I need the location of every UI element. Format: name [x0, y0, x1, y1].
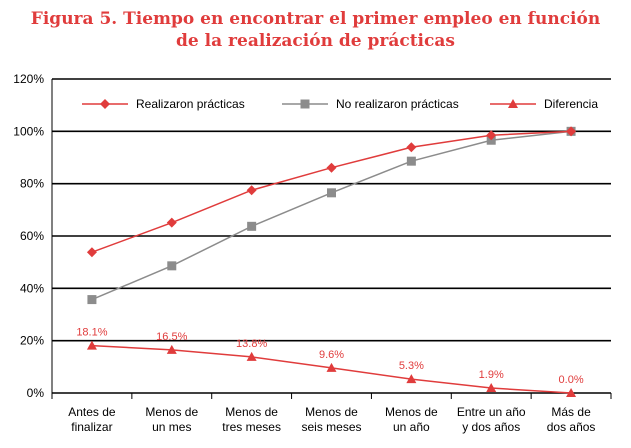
data-point	[486, 130, 497, 141]
y-tick-label: 80%	[20, 177, 44, 191]
legend-marker	[100, 99, 110, 109]
x-tick-label: Más de dos años	[547, 405, 596, 434]
legend-label: Realizaron prácticas	[136, 97, 245, 111]
data-label: 9.6%	[319, 349, 344, 361]
data-point	[486, 383, 497, 393]
data-label: 0.0%	[559, 374, 584, 386]
legend-marker	[508, 99, 518, 108]
legend-label: No realizaron prácticas	[336, 97, 459, 111]
y-tick-label: 0%	[27, 386, 45, 400]
data-point	[327, 188, 336, 198]
y-tick-label: 100%	[13, 124, 44, 138]
data-label: 18.1%	[76, 327, 107, 339]
data-point	[566, 388, 577, 397]
x-tick-label: Menos de un año	[385, 405, 438, 434]
series-line	[91, 130, 572, 301]
chart-title-line-2: de la realización de prácticas	[176, 31, 455, 51]
data-point	[87, 295, 97, 305]
data-label: 13.8%	[236, 338, 267, 350]
data-point	[246, 185, 257, 196]
data-point	[566, 126, 577, 137]
data-point	[406, 374, 417, 384]
data-label: 1.9%	[479, 369, 504, 381]
chart-title-line-1: Figura 5. Tiempo en encontrar el primer …	[30, 9, 601, 29]
chart-title: Figura 5. Tiempo en encontrar el primer …	[0, 8, 631, 52]
data-point	[406, 156, 416, 166]
x-tick-label: Antes de finalizar	[68, 405, 116, 434]
x-tick-label: Menos de tres meses	[222, 405, 281, 434]
legend-marker	[300, 99, 310, 109]
y-tick-label: 60%	[20, 229, 44, 243]
y-tick-label: 40%	[20, 281, 44, 295]
x-tick-label: Menos de un mes	[145, 405, 198, 434]
data-point	[166, 344, 177, 354]
data-point	[326, 362, 337, 372]
data-point	[86, 340, 97, 350]
legend-label: Diferencia	[544, 97, 598, 111]
data-label: 5.3%	[399, 360, 424, 372]
y-tick-label: 120%	[13, 72, 44, 86]
data-label: 16.5%	[156, 331, 187, 343]
data-point	[166, 217, 177, 228]
data-point	[246, 351, 257, 361]
data-point	[326, 162, 337, 173]
data-point	[167, 261, 177, 271]
x-tick-label: Entre un año y dos años	[457, 405, 526, 434]
data-point	[406, 142, 417, 153]
data-point	[247, 221, 257, 231]
x-tick-label: Menos de seis meses	[301, 405, 361, 434]
y-tick-label: 20%	[20, 334, 44, 348]
data-point	[86, 247, 97, 258]
